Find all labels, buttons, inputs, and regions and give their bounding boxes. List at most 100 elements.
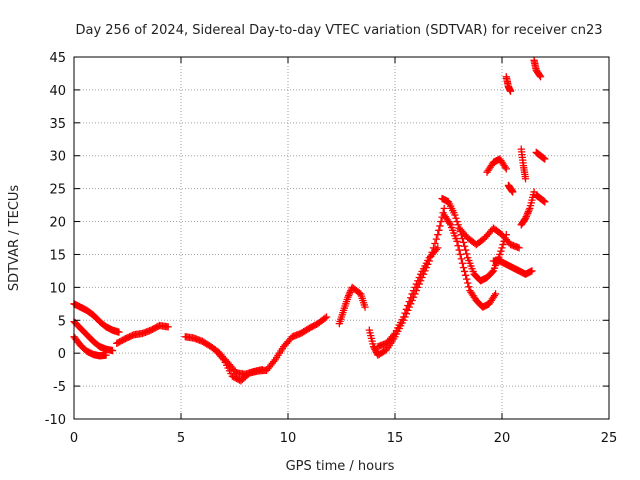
data-point	[464, 254, 472, 262]
series-track-c	[70, 333, 110, 360]
data-point	[449, 226, 457, 234]
x-tick-labels: 0 5 10 15 20 25	[70, 57, 617, 446]
data-point	[407, 294, 415, 302]
data-point	[431, 239, 439, 248]
grid-lines	[74, 57, 609, 419]
data-point	[409, 287, 418, 295]
data-point	[452, 214, 460, 222]
data-point	[465, 256, 473, 265]
data-point	[450, 229, 458, 237]
data-point	[369, 340, 377, 348]
data-point	[456, 250, 464, 259]
data-point	[402, 305, 411, 313]
data-point	[458, 259, 467, 267]
y-tick-label: 45	[49, 51, 66, 66]
data-point	[437, 217, 445, 226]
data-point	[436, 222, 444, 230]
data-point	[541, 155, 549, 163]
data-point	[366, 329, 374, 337]
series-track-k	[440, 211, 500, 311]
chart-title: Day 256 of 2024, Sidereal Day-to-day VTE…	[75, 23, 602, 38]
plot-frame	[73, 56, 610, 420]
data-point	[414, 277, 422, 285]
data-point	[528, 196, 536, 204]
data-point	[527, 199, 535, 207]
data-point	[164, 323, 172, 331]
data-point	[367, 331, 375, 340]
y-tick-label: 20	[49, 216, 66, 231]
data-point	[466, 259, 474, 267]
data-point	[411, 283, 419, 292]
series-track-m	[483, 155, 510, 176]
data-point	[463, 250, 471, 258]
y-tick-label: 25	[49, 183, 66, 198]
data-point	[457, 255, 465, 263]
data-point	[454, 242, 462, 250]
y-axis-label: SDTVAR / TECUs	[7, 185, 22, 292]
data-point	[499, 240, 507, 249]
data-point	[488, 268, 497, 276]
data-point	[434, 244, 442, 252]
series-track-l	[455, 224, 523, 252]
y-tick-label: 15	[49, 248, 66, 263]
y-tick-label: 0	[58, 347, 66, 362]
data-point	[408, 290, 416, 298]
y-tick-label: -5	[53, 380, 66, 395]
series-track-o	[517, 188, 538, 229]
series-track-r	[517, 145, 530, 183]
data-point	[368, 337, 376, 345]
data-point	[453, 217, 461, 226]
data-point	[536, 71, 544, 80]
data-point	[115, 328, 123, 336]
data-point	[460, 267, 469, 276]
data-point	[506, 87, 515, 95]
data-point	[399, 313, 408, 321]
y-tick-label: 10	[49, 281, 66, 296]
data-points	[70, 56, 549, 385]
data-point	[498, 244, 506, 252]
data-point	[509, 188, 517, 196]
data-point	[454, 221, 462, 229]
data-point	[448, 223, 456, 232]
y-tick-label: -10	[45, 413, 66, 428]
data-point	[459, 263, 468, 272]
data-point	[526, 204, 534, 213]
data-point	[412, 280, 421, 288]
data-point	[455, 246, 463, 254]
data-point	[102, 351, 110, 359]
data-point	[526, 201, 535, 210]
data-point	[405, 297, 413, 306]
data-point	[515, 244, 523, 252]
x-tick-label: 10	[280, 431, 297, 446]
data-point	[497, 247, 505, 255]
series-track-a	[70, 300, 123, 336]
data-point	[432, 235, 441, 243]
data-point	[467, 262, 475, 270]
data-point	[528, 267, 536, 275]
series-track-h	[365, 204, 448, 359]
data-point	[361, 303, 369, 311]
data-point	[365, 326, 373, 334]
data-point	[415, 273, 423, 282]
data-point	[463, 275, 471, 283]
y-tick-labels: -10 -5 0 5 10 15 20 25 30 35 40 45	[45, 51, 609, 428]
data-point	[461, 246, 470, 254]
data-point	[452, 234, 460, 243]
y-tick-label: 30	[49, 150, 66, 165]
data-point	[108, 346, 117, 355]
series-track-t	[532, 148, 549, 163]
data-point	[451, 211, 459, 219]
series-track-g	[335, 283, 369, 328]
data-point	[367, 334, 376, 343]
series-track-i	[374, 244, 442, 351]
data-point	[502, 165, 510, 173]
series-track-q	[502, 73, 515, 95]
data-point	[401, 309, 409, 317]
x-tick-label: 0	[70, 431, 78, 446]
data-point	[434, 231, 442, 239]
data-point	[446, 221, 455, 229]
data-point	[536, 73, 545, 81]
x-tick-label: 20	[494, 431, 511, 446]
data-point	[541, 198, 549, 206]
